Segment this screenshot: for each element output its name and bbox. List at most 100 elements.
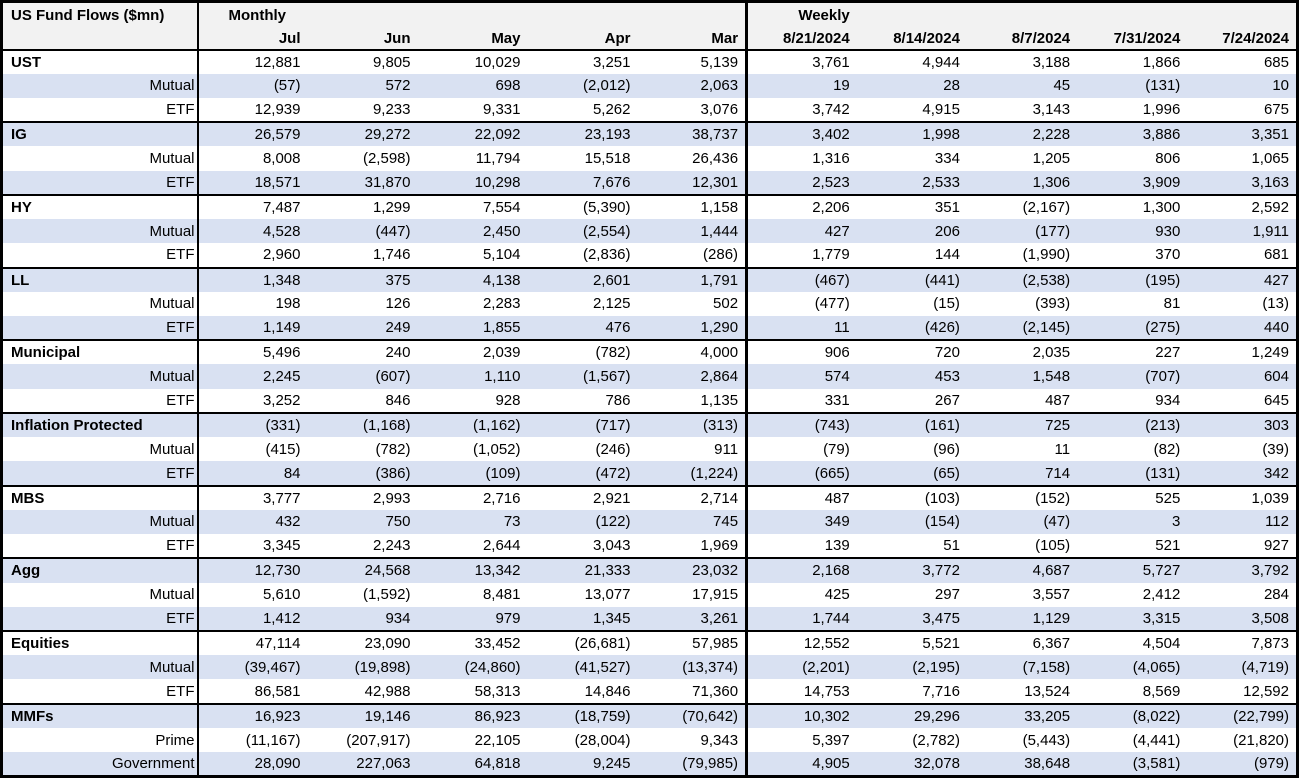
table-row: Government 28,090 227,063 64,818 9,245 (79,98… [1,752,1298,777]
value-cell: 4,504 [1142,635,1181,653]
value-cell: 331 [745,388,857,413]
category-group: Municipal 5,496 240 2,039 (782) 4,000 906 720 2,… [1,340,1298,413]
week-column-header: 8/14/2024 [856,27,967,50]
table-row: Mutual 198 126 2,283 2,125 502 (477) (15) (393) 8… [1,291,1298,316]
value-cell: 31,870 [307,170,418,195]
value-cell: (331) [197,412,308,438]
value-cell: (13,374) [637,655,747,680]
table-row: IG 26,579 29,272 22,092 23,193 38,737 3,402 1,9… [1,122,1298,147]
table-row: Municipal 5,496 240 2,039 (782) 4,000 906 720 2,… [1,340,1298,365]
value-cell: 645 [1263,391,1289,409]
value-cell: 487 [1045,391,1071,409]
value-cell: 846 [385,391,411,409]
table-row: Mutual 5,610 (1,592) 8,481 13,077 17,915 425 29… [1,582,1298,607]
table-row: Equities 47,114 23,090 33,452 (26,681) 57,985… [1,631,1298,656]
value-cell: 7,873 [1251,635,1289,653]
value-cell: 934 [1155,391,1181,409]
value-cell: 2,864 [637,364,747,389]
value-cell: 1,135 [700,391,739,409]
value-cell: 3,251 [592,53,631,71]
value-cell: (2,782) [912,731,960,749]
value-cell: 28,090 [197,752,308,777]
value-cell: 3,792 [1187,558,1298,583]
value-cell: (1,162) [417,412,528,438]
value-cell: 18,571 [197,170,308,195]
table-row: Mutual 8,008 (2,598) 11,794 15,518 26,436 1,31… [1,146,1298,171]
table-row: MMFs 16,923 19,146 86,923 (18,759) (70,642) 10… [1,703,1298,728]
sub-row-label: ETF [1,316,199,341]
value-cell: (96) [933,440,960,458]
category-label: UST [1,49,199,74]
value-cell: 2,716 [482,489,521,507]
value-cell: 2,039 [482,344,521,362]
table-row: ETF 1,412 934 979 1,345 3,261 1,744 3,475 1,129 3… [1,606,1298,631]
value-cell: (707) [1077,364,1188,389]
value-cell: 57,985 [692,635,739,653]
value-cell: 351 [934,198,960,216]
value-cell: 1,855 [417,316,528,341]
table-row: Mutual (415) (782) (1,052) (246) 911 (79) (96) 1… [1,437,1298,462]
value-cell: 24,568 [307,558,418,583]
value-cell: 3,777 [262,489,301,507]
value-cell: 267 [934,391,960,409]
value-cell: 11 [745,316,857,341]
header-spacer [1077,1,1188,28]
sub-row-label: Mutual [1,146,199,171]
value-cell: 3,909 [1077,170,1188,195]
value-cell: (246) [595,440,631,458]
value-cell: 144 [934,246,960,264]
value-cell: 934 [307,606,418,631]
value-cell: 698 [417,73,528,98]
value-cell: 297 [934,586,960,604]
category-group: IG 26,579 29,272 22,092 23,193 38,737 3,402 1,9… [1,122,1298,195]
table-row: ETF 1,149 249 1,855 476 1,290 11 (426) (2,145) (2… [1,316,1298,341]
value-cell: 12,301 [637,170,747,195]
week-column-header: 7/24/2024 [1187,27,1298,50]
value-cell: 284 [1263,586,1289,604]
value-cell: 5,496 [262,344,301,362]
value-cell: 4,687 [966,558,1078,583]
sub-row-label: Mutual [1,73,199,98]
value-cell: 33,452 [474,635,521,653]
value-cell: 23,032 [637,558,747,583]
value-cell: (447) [307,219,418,244]
month-column-header: Apr [527,27,638,50]
value-cell: 29,296 [856,703,967,728]
table-row: HY 7,487 1,299 7,554 (5,390) 1,158 2,206 351 (2,… [1,194,1298,220]
value-cell: 375 [307,267,418,292]
value-cell: (131) [1077,73,1188,98]
value-cell: 1,300 [1142,198,1181,216]
value-cell: 45 [966,73,1078,98]
value-cell: 786 [605,391,631,409]
value-cell: (154) [856,509,967,535]
value-cell: 1,996 [1142,101,1181,119]
value-cell: (13) [1262,295,1289,313]
sub-row-label: Prime [1,727,199,753]
value-cell: (1,567) [527,364,638,389]
week-column-header: 8/21/2024 [745,27,857,50]
value-cell: 64,818 [417,752,528,777]
value-cell: 2,714 [700,489,739,507]
value-cell: 5,727 [1077,558,1188,583]
section-header-row: US Fund Flows ($mn) Monthly Weekly [1,1,1298,50]
value-cell: (743) [745,412,857,438]
value-cell: 3 [1077,509,1188,535]
category-group: LL 1,348 375 4,138 2,601 1,791 (467) (441) (2,53… [1,267,1298,341]
value-cell: 745 [637,509,747,535]
value-cell: 7,487 [262,198,301,216]
value-cell: 13,524 [1024,682,1071,700]
sub-row-label: Mutual [1,219,199,244]
category-group: UST 12,881 9,805 10,029 3,251 5,139 3,761 4,944… [1,49,1298,123]
value-cell: (275) [1077,316,1188,341]
value-cell: 3,761 [745,49,857,74]
value-cell: (5,390) [582,198,631,216]
section-label-monthly: Monthly [197,1,747,28]
value-cell: 139 [745,534,857,559]
value-cell: 906 [745,340,857,365]
value-cell: 3,742 [745,97,857,123]
value-cell: 3,252 [262,391,301,409]
table-row: Mutual (39,467) (19,898) (24,860) (41,527) (1… [1,655,1298,680]
value-cell: (1,224) [637,461,747,486]
value-cell: 1,065 [1251,150,1289,168]
value-cell: 249 [307,316,418,341]
